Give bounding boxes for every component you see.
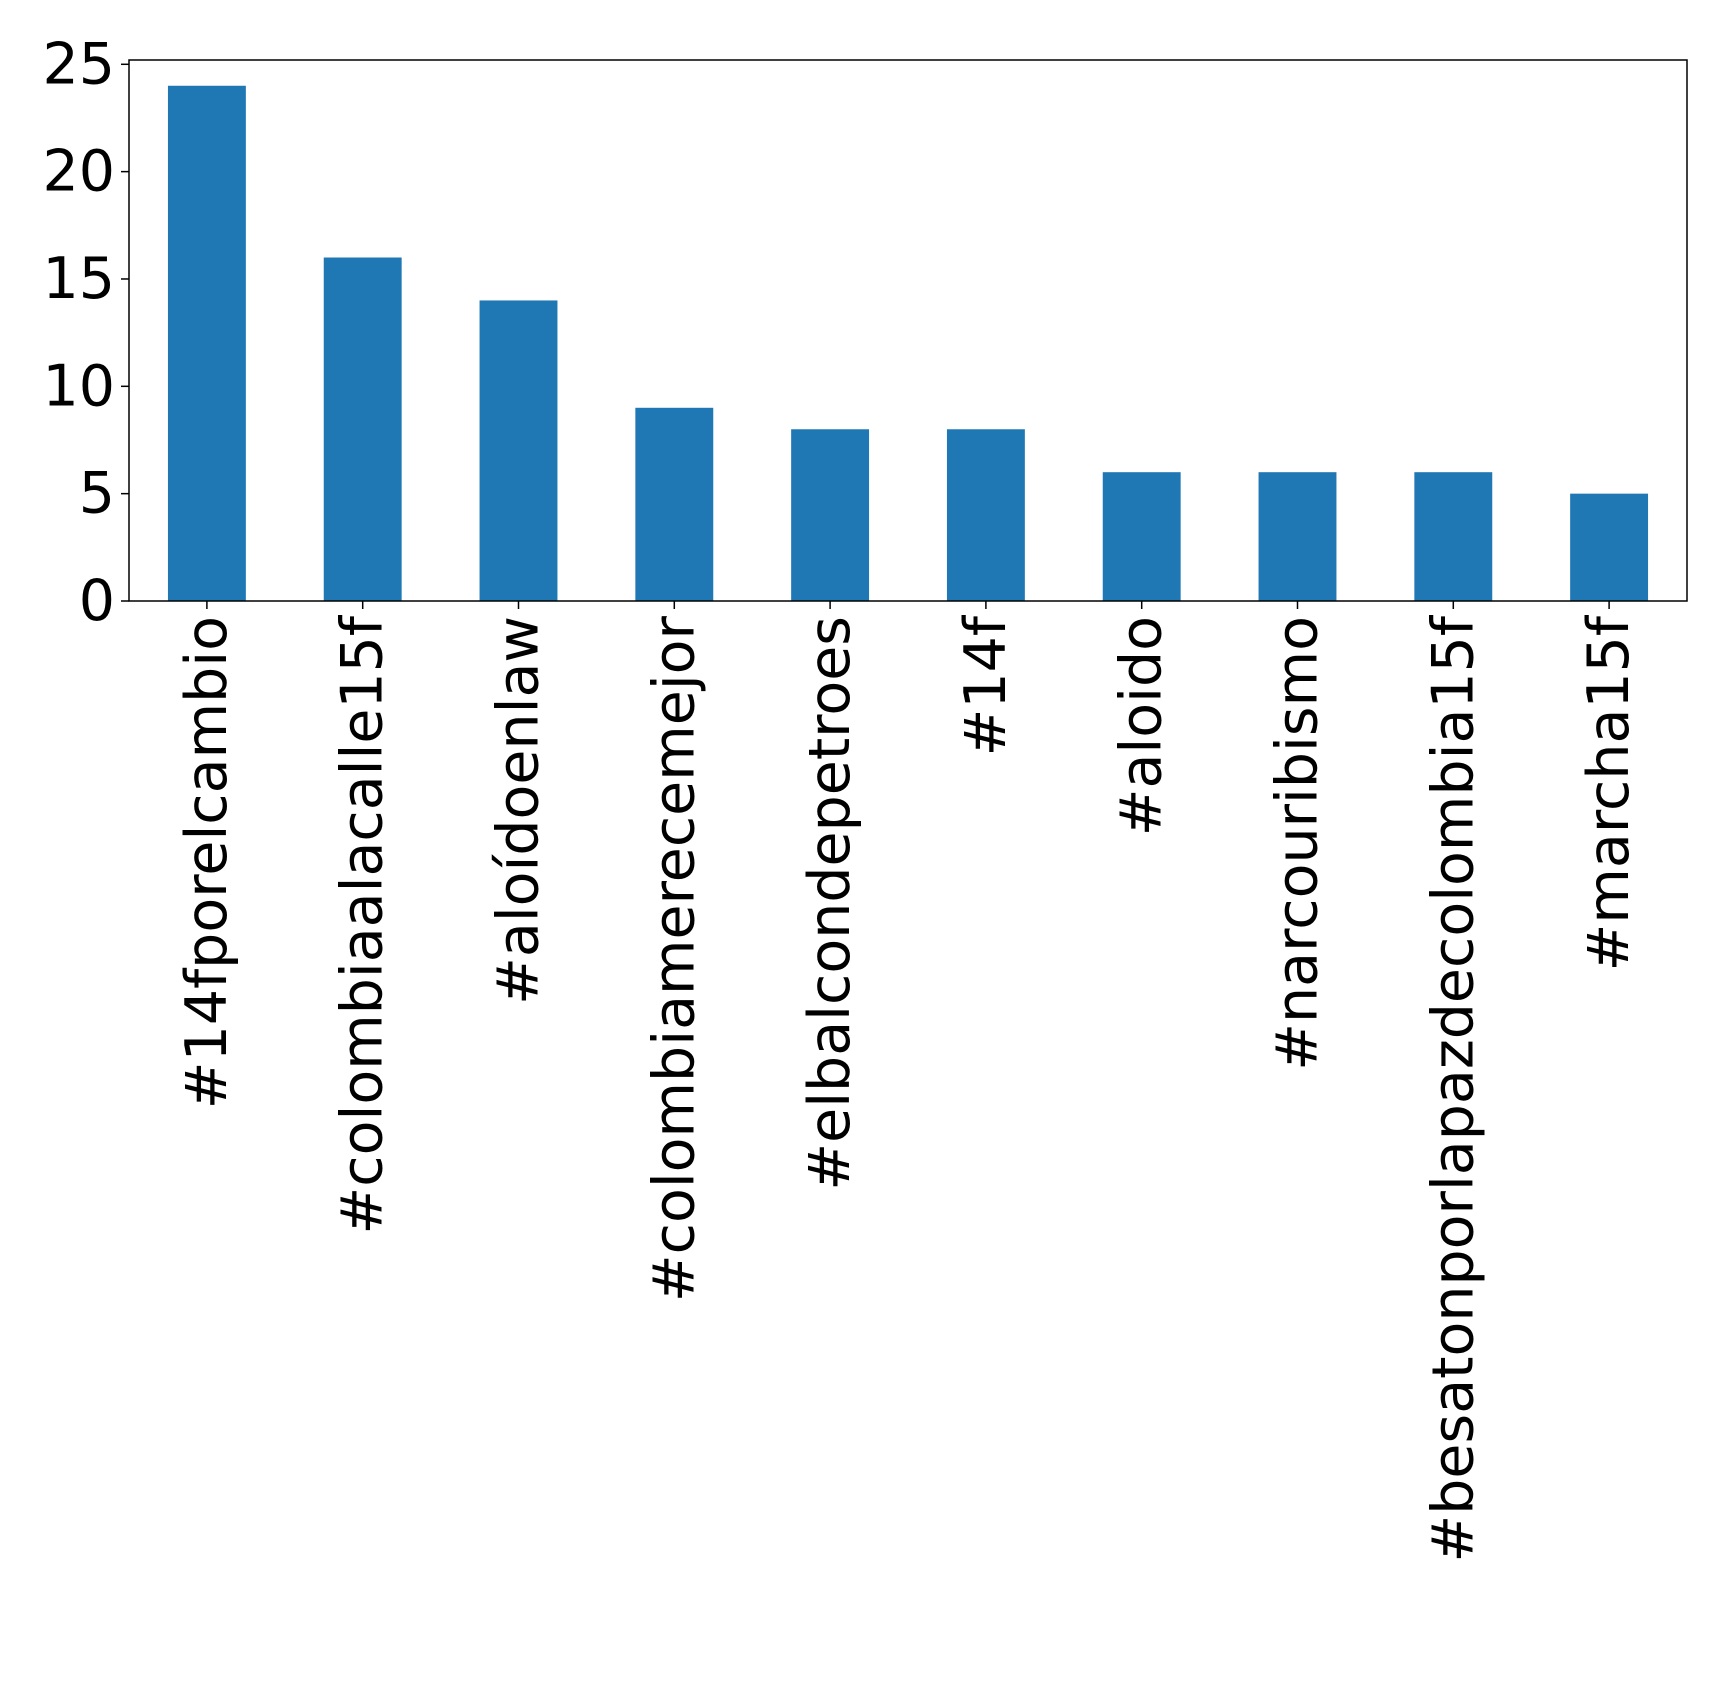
- y-tick-label: 25: [42, 31, 115, 97]
- bar-aloido: [1102, 472, 1181, 601]
- bar-narcouribismo: [1258, 472, 1337, 601]
- x-tick-label: #besatonporlapazdecolombia15f: [1420, 614, 1486, 1562]
- y-tick-label: 10: [42, 353, 115, 419]
- x-tick-label: #colombiaalacalle15f: [330, 614, 396, 1234]
- x-tick-label: #colombiamerecemejor: [641, 615, 707, 1302]
- y-tick-label: 20: [42, 139, 115, 205]
- x-axis: #14fporelcambio #colombiaalacalle15f #aloí…: [174, 601, 1642, 1563]
- x-tick-label: #aloido: [1109, 616, 1175, 836]
- bar-colombiaalacalle15f: [323, 257, 402, 601]
- y-axis: 0 5 10 15 20 25: [42, 31, 129, 634]
- x-tick-label: #aloídoenlaw: [486, 616, 552, 1005]
- bar-alodoenlaw: [479, 300, 558, 601]
- y-tick-label: 0: [79, 568, 115, 634]
- x-tick-label: #marcha15f: [1576, 614, 1642, 971]
- x-tick-label: #elbalcondepetroes: [797, 616, 863, 1191]
- bar-colombiamerecemejor: [635, 407, 714, 601]
- y-tick-label: 5: [79, 461, 115, 527]
- bar-14fporelcambio: [167, 85, 246, 601]
- x-tick-label: #14fporelcambio: [174, 616, 240, 1109]
- bar-14f: [946, 429, 1025, 601]
- bars: [167, 85, 1649, 601]
- x-tick-label: #narcouribismo: [1265, 616, 1331, 1071]
- bar-elbalcondepetroes: [791, 429, 870, 601]
- x-tick-label: #14f: [953, 614, 1019, 756]
- y-tick-label: 15: [42, 246, 115, 312]
- plot-frame: [128, 59, 1688, 602]
- bar-marcha15f: [1570, 493, 1649, 601]
- bar-besatonporlapazdecolombia15f: [1414, 472, 1493, 601]
